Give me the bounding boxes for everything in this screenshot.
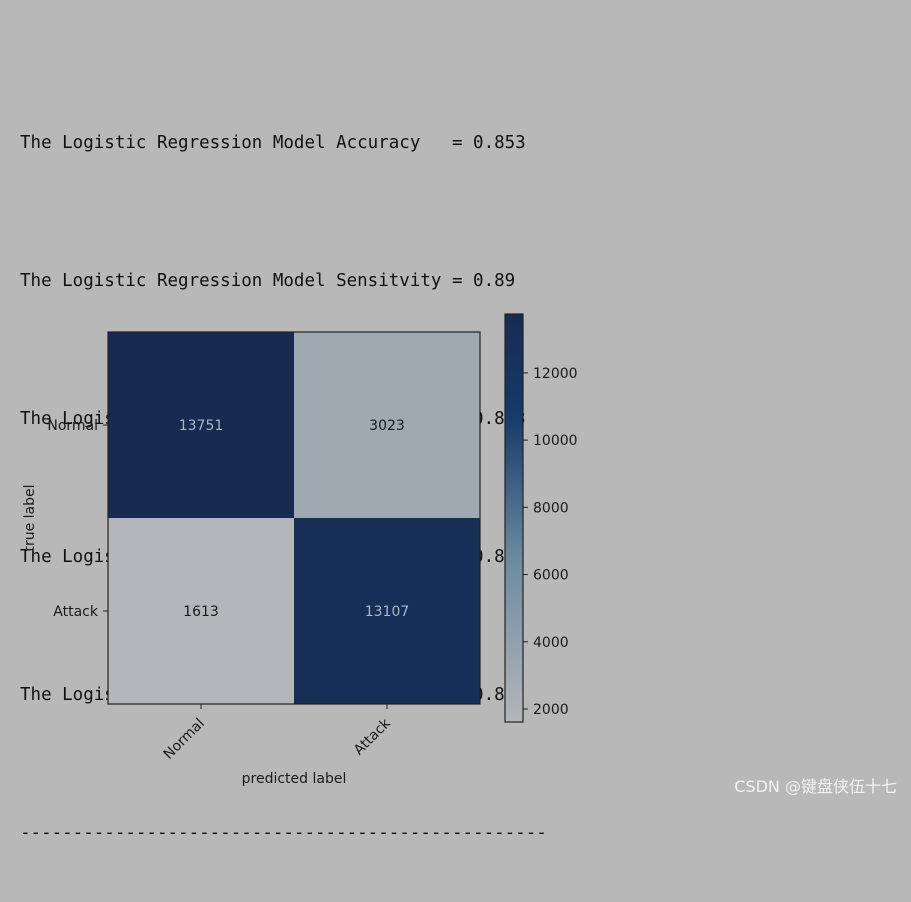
cell-value-label: 13751 (179, 418, 224, 434)
x-tick-label: Attack (351, 715, 395, 759)
confusion-matrix-chart: 13751 3023 1613 13107 Normal Attack Normal At… (22, 313, 578, 787)
colorbar-tick-label: 8000 (533, 500, 569, 516)
x-tick-label: Normal (161, 716, 208, 763)
colorbar-tick-label: 10000 (533, 433, 578, 449)
sensitivity-line: The Logistic Regression Model Sensitvity… (20, 271, 516, 291)
cell-value-label: 3023 (369, 418, 405, 434)
watermark: CSDN @键盘侠伍十七 (734, 777, 897, 796)
y-tick-label: Attack (53, 604, 99, 620)
colorbar-tick-label: 2000 (533, 702, 569, 718)
cell-value-label: 13107 (365, 604, 410, 620)
matrix-cell (294, 332, 480, 518)
y-axis-label: true label (22, 484, 38, 551)
accuracy-line: The Logistic Regression Model Accuracy =… (20, 133, 526, 153)
matrix-cell (108, 518, 294, 704)
cell-value-label: 1613 (183, 604, 219, 620)
matrix-cell (108, 332, 294, 518)
colorbar-tick-label: 4000 (533, 635, 569, 651)
separator-line: ----------------------------------------… (20, 823, 547, 843)
x-axis-label: predicted label (242, 771, 347, 787)
matrix-cell (294, 518, 480, 704)
y-tick-label: Normal (47, 418, 98, 434)
colorbar-tick-label: 6000 (533, 568, 569, 584)
colorbar (504, 313, 524, 723)
plot-frame (107, 331, 481, 705)
colorbar-tick-label: 12000 (533, 366, 578, 382)
